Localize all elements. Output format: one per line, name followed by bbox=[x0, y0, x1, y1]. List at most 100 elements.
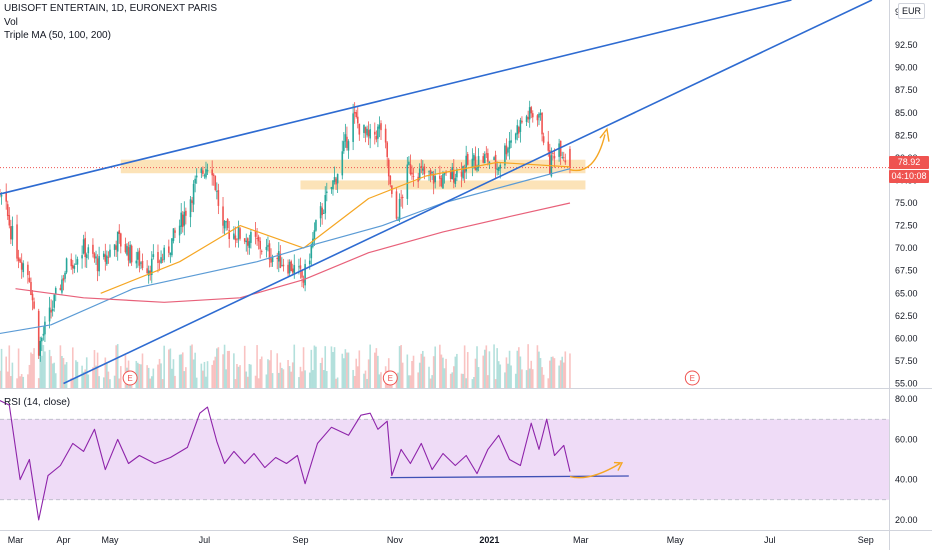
candle-body bbox=[192, 183, 195, 205]
candle-body bbox=[37, 310, 40, 356]
volume-bar bbox=[0, 348, 3, 388]
candle-body bbox=[147, 270, 150, 276]
candle-body bbox=[418, 168, 421, 180]
volume-bar bbox=[236, 364, 238, 388]
candle-body bbox=[525, 116, 528, 122]
candle-body bbox=[366, 128, 368, 136]
time-tick-label: Sep bbox=[858, 535, 874, 545]
candle-body bbox=[146, 268, 148, 274]
candle-body bbox=[140, 262, 142, 264]
candle-body bbox=[514, 133, 517, 140]
volume-bar bbox=[234, 379, 237, 388]
candle-body bbox=[28, 277, 31, 282]
volume-bar bbox=[460, 373, 463, 388]
volume-bar bbox=[70, 378, 73, 388]
currency-selector[interactable]: EUR bbox=[898, 3, 925, 19]
volume-bar bbox=[178, 354, 181, 388]
volume-bar bbox=[200, 363, 203, 388]
volume-bar bbox=[31, 353, 34, 388]
price-tick-label: 87.50 bbox=[895, 85, 918, 95]
candle-body bbox=[104, 254, 107, 262]
volume-bar bbox=[22, 376, 25, 388]
candle-body bbox=[113, 244, 116, 250]
volume-bar bbox=[473, 377, 475, 388]
candle-body bbox=[315, 220, 317, 231]
volume-bar bbox=[259, 359, 261, 388]
candle-body bbox=[293, 265, 296, 274]
candle-body bbox=[336, 173, 339, 184]
volume-bar bbox=[172, 359, 175, 388]
volume-bar bbox=[61, 355, 63, 388]
volume-bar bbox=[531, 369, 534, 388]
volume-bar bbox=[332, 352, 334, 388]
volume-bar bbox=[322, 370, 325, 388]
volume-bar bbox=[291, 362, 294, 388]
price-tick-label: 90.00 bbox=[895, 63, 918, 73]
volume-bar bbox=[477, 367, 480, 388]
candle-body bbox=[363, 125, 365, 133]
last-price-tag: 78.92 bbox=[889, 156, 929, 169]
volume-bar bbox=[558, 365, 560, 388]
volume-bar bbox=[377, 355, 379, 388]
volume-bar bbox=[287, 360, 289, 388]
candle-body bbox=[395, 191, 398, 219]
candle-body bbox=[505, 145, 508, 155]
volume-bar bbox=[462, 373, 464, 388]
candle-body bbox=[428, 171, 430, 173]
volume-bar bbox=[536, 345, 539, 388]
candle-body bbox=[420, 165, 423, 169]
volume-bar bbox=[324, 346, 327, 388]
volume-bar bbox=[37, 378, 40, 388]
volume-bar bbox=[48, 349, 51, 388]
candle-body bbox=[519, 120, 522, 132]
candle-body bbox=[561, 157, 564, 158]
volume-bar bbox=[50, 356, 52, 388]
rsi-tick-label: 80.00 bbox=[895, 394, 918, 404]
volume-bar bbox=[16, 378, 18, 388]
volume-bar bbox=[76, 361, 79, 388]
candle-body bbox=[387, 159, 390, 177]
candle-body bbox=[137, 252, 139, 260]
price-tick-label: 65.00 bbox=[895, 288, 918, 298]
volume-bar bbox=[141, 353, 144, 388]
candle-body bbox=[39, 340, 42, 357]
volume-bar bbox=[547, 378, 550, 388]
volume-bar bbox=[75, 360, 77, 388]
volume-bar bbox=[102, 377, 105, 388]
volume-bar bbox=[505, 357, 508, 388]
candle-body bbox=[325, 191, 328, 193]
rsi-tick-label: 20.00 bbox=[895, 515, 918, 525]
candle-body bbox=[547, 141, 550, 151]
volume-bar bbox=[138, 363, 141, 388]
time-tick-label: Sep bbox=[292, 535, 308, 545]
candle-body bbox=[456, 169, 458, 178]
volume-bar bbox=[497, 361, 500, 388]
candle-body bbox=[107, 256, 110, 258]
volume-bar bbox=[19, 376, 21, 388]
volume-bar bbox=[276, 353, 279, 388]
price-tick-label: 55.00 bbox=[895, 378, 918, 388]
candle-body bbox=[356, 116, 359, 124]
candle-body bbox=[120, 233, 122, 247]
candle-body bbox=[541, 112, 543, 135]
candle-body bbox=[493, 157, 495, 160]
candle-body bbox=[332, 180, 334, 190]
volume-bar bbox=[299, 366, 302, 388]
volume-bar bbox=[44, 351, 46, 388]
volume-bar bbox=[225, 369, 227, 388]
volume-bar bbox=[423, 356, 426, 388]
candle-body bbox=[135, 260, 138, 264]
candle-body bbox=[17, 257, 20, 262]
volume-bar bbox=[519, 356, 522, 388]
candle-body bbox=[248, 241, 251, 248]
candle-body bbox=[172, 228, 175, 241]
ma-line-ma50 bbox=[100, 161, 571, 294]
candle-body bbox=[234, 235, 237, 241]
volume-bar bbox=[168, 349, 170, 388]
rsi-pane bbox=[0, 399, 889, 521]
price-tick-label: 92.50 bbox=[895, 40, 918, 50]
candle-body bbox=[319, 206, 322, 219]
candle-body bbox=[531, 113, 534, 118]
volume-bar bbox=[265, 374, 268, 388]
volume-bar bbox=[443, 368, 446, 388]
